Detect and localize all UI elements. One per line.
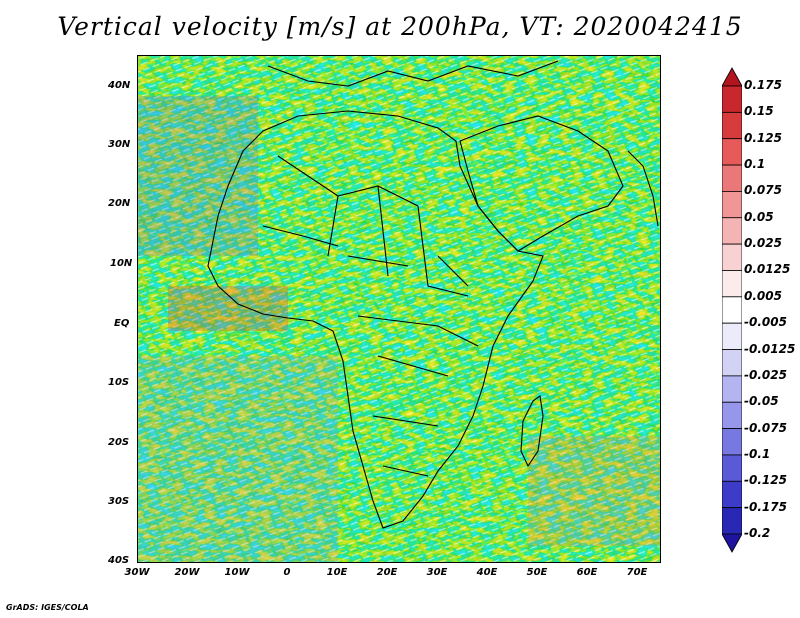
coastlines-and-borders — [207, 60, 659, 529]
colorbar-swatch — [722, 507, 742, 535]
y-tick-label: 10S — [108, 377, 130, 388]
madagascar-coastline — [520, 395, 544, 468]
y-tick-label: 40S — [108, 555, 130, 566]
colorbar-swatch — [722, 401, 742, 429]
colorbar-label: 0.05 — [744, 209, 774, 224]
colorbar-swatch — [722, 533, 742, 553]
x-tick-label: 20E — [376, 567, 398, 578]
colorbar-label: 0.1 — [744, 157, 766, 172]
border-lines — [262, 155, 479, 477]
south-indian-ocean-ascent-region — [528, 436, 660, 546]
x-tick-label: 30W — [124, 567, 150, 578]
colorbar-swatch — [722, 428, 742, 456]
y-tick-label: 20N — [108, 198, 131, 209]
colorbar-swatch — [722, 217, 742, 245]
colorbar-label: -0.005 — [744, 315, 787, 330]
colorbar-swatch — [722, 480, 742, 509]
colorbar-label: -0.0125 — [744, 341, 796, 356]
colorbar-label: 0.175 — [744, 78, 782, 92]
south-atlantic-region — [138, 356, 338, 562]
colorbar-label: 0.125 — [744, 130, 782, 145]
colorbar-swatch — [722, 296, 742, 324]
colorbar-label: -0.05 — [744, 394, 779, 409]
x-tick-label: 30E — [426, 567, 448, 578]
colorbar-swatch — [722, 349, 742, 377]
colorbar-swatch — [722, 454, 742, 482]
y-tick-label: 20S — [108, 437, 130, 448]
colorbar-swatch — [722, 85, 742, 113]
colorbar-swatch — [722, 270, 742, 298]
colorbar-swatch — [722, 243, 742, 271]
colorbar-swatch — [722, 111, 742, 140]
x-tick-label: 10W — [224, 567, 250, 578]
colorbar-label: -0.125 — [744, 473, 787, 488]
gulf-of-guinea-ascent-region — [168, 286, 288, 331]
colorbar-label: -0.2 — [744, 526, 771, 540]
colorbar-swatch — [722, 322, 742, 350]
africa-coastline — [207, 110, 544, 529]
x-tick-label: 70E — [626, 567, 648, 578]
x-tick-label: 60E — [576, 567, 598, 578]
colorbar-swatch — [722, 375, 742, 403]
colorbar-swatch — [722, 67, 742, 87]
colorbar-label: -0.175 — [744, 499, 787, 514]
colorbar-label: 0.005 — [744, 288, 782, 303]
vertical-velocity-field — [138, 56, 660, 562]
colorbar-label: 0.15 — [744, 104, 774, 119]
arabia-coastline — [459, 115, 624, 252]
colorbar-swatch — [722, 191, 742, 219]
x-tick-label: 40E — [476, 567, 498, 578]
grads-credit: GrADS: IGES/COLA — [6, 603, 89, 612]
colorbar-label: 0.025 — [744, 236, 782, 251]
colorbar-label: -0.025 — [744, 367, 787, 382]
y-tick-label: 10N — [110, 258, 133, 269]
map-plot-area — [137, 55, 661, 563]
y-tick-label: 40N — [108, 80, 131, 91]
colorbar-label: -0.1 — [744, 446, 771, 461]
colorbar-label: 0.0125 — [744, 262, 791, 277]
colorbar — [722, 67, 742, 553]
x-tick-label: 10E — [326, 567, 348, 578]
x-tick-label: 20W — [174, 567, 200, 578]
colorbar-swatch — [722, 164, 742, 192]
colorbar-label: -0.075 — [744, 420, 787, 435]
y-tick-label: 30S — [108, 496, 130, 507]
colorbar-label: 0.075 — [744, 183, 782, 198]
colorbar-swatch — [722, 138, 742, 166]
europe-coastline — [267, 60, 559, 87]
map-title: Vertical velocity [m/s] at 200hPa, VT: 2… — [57, 12, 743, 41]
india-coastline — [627, 150, 659, 227]
y-tick-label: EQ — [114, 318, 130, 329]
x-tick-label: 50E — [526, 567, 548, 578]
x-tick-label: 0 — [283, 567, 291, 578]
y-tick-label: 30N — [108, 139, 131, 150]
north-atlantic-descent-region — [138, 96, 258, 256]
